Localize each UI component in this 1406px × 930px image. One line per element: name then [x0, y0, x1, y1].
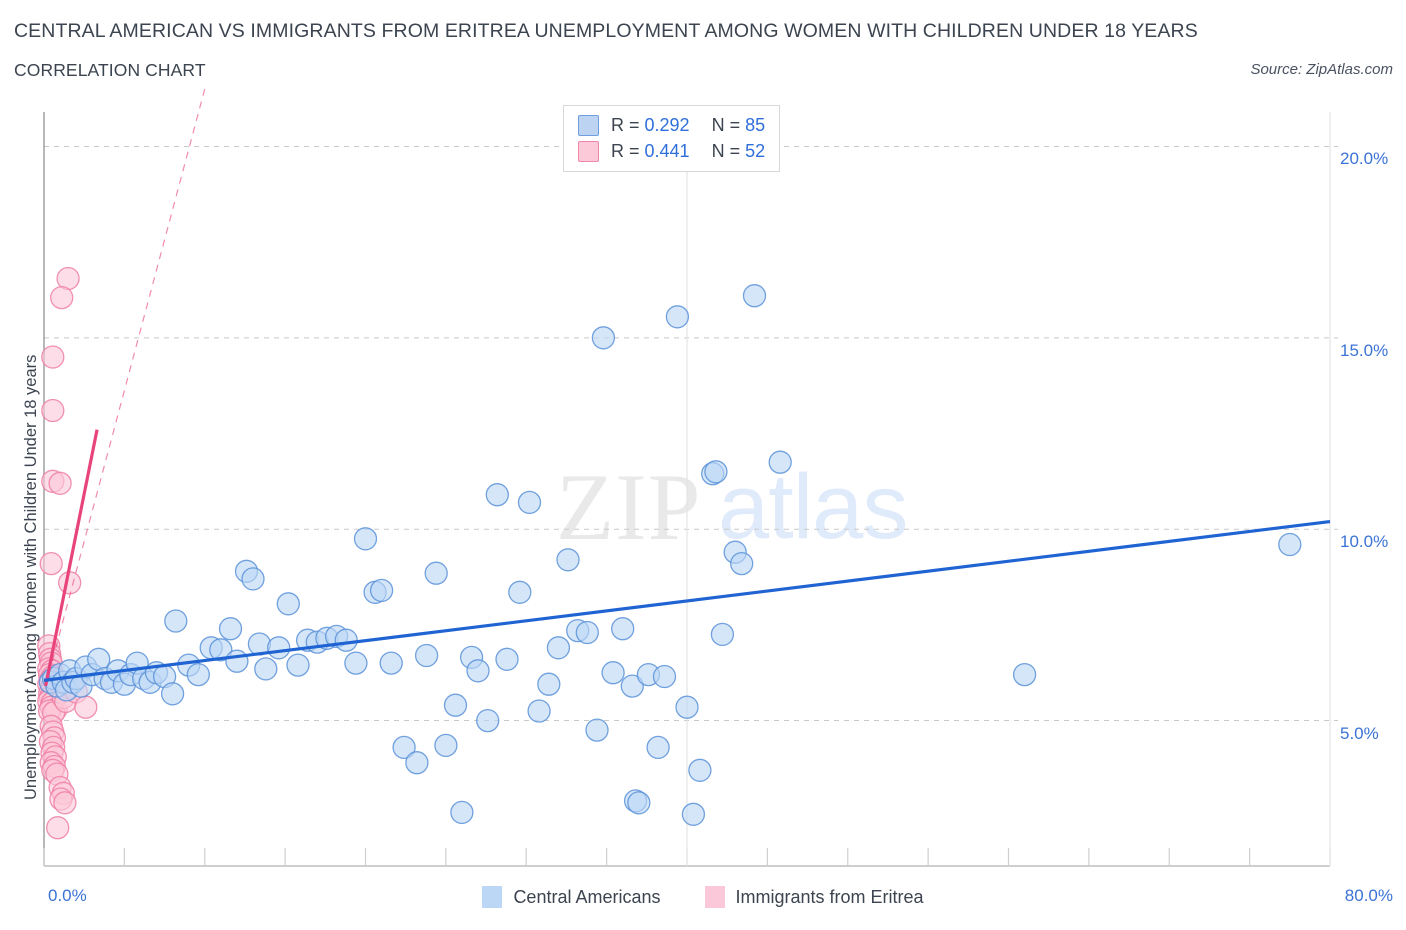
- data-point: [476, 708, 500, 733]
- data-point: [218, 617, 243, 641]
- data-point: [646, 735, 670, 760]
- data-point: [39, 551, 63, 576]
- data-point: [585, 718, 609, 742]
- data-point: [611, 617, 635, 641]
- page-subtitle: CORRELATION CHART: [14, 60, 206, 80]
- trendline-eritrea: [44, 429, 99, 687]
- legend-item-central-americans[interactable]: Central Americans: [482, 886, 661, 908]
- n-label-blue: N =: [711, 114, 741, 135]
- data-point: [254, 657, 278, 681]
- data-point: [665, 305, 690, 329]
- y-tick-label-15: 15.0%: [1340, 340, 1389, 360]
- data-point: [710, 622, 735, 647]
- data-point: [267, 636, 291, 660]
- data-point: [41, 398, 65, 423]
- y-tick-label-5: 5.0%: [1340, 723, 1379, 743]
- x-tick-label-min: 0.0%: [48, 886, 87, 905]
- y-tick-label-10: 10.0%: [1340, 532, 1389, 552]
- data-point: [160, 682, 185, 706]
- data-point: [681, 802, 706, 826]
- x-tick-label-max: 80.0%: [1344, 886, 1393, 905]
- data-point: [675, 695, 699, 719]
- stats-row-central-americans: R = 0.292 N = 85: [578, 112, 765, 138]
- r-label-blue: R =: [611, 114, 640, 135]
- data-point: [517, 490, 542, 515]
- data-point: [601, 661, 625, 685]
- data-point: [164, 609, 188, 633]
- data-point: [495, 647, 519, 671]
- data-point: [225, 649, 249, 673]
- trendline-eritrea-extension: [45, 88, 206, 687]
- data-point: [186, 662, 210, 687]
- data-point: [768, 450, 792, 474]
- data-point: [53, 791, 77, 815]
- data-point: [48, 471, 72, 495]
- data-point: [209, 638, 233, 662]
- r-value-pink: 0.441: [644, 140, 690, 161]
- series-eritrea: [37, 266, 98, 840]
- data-point: [742, 284, 767, 308]
- source-attribution: Source: ZipAtlas.com: [1250, 61, 1393, 78]
- n-value-pink: 52: [745, 140, 766, 161]
- data-point: [392, 735, 416, 760]
- data-point: [485, 483, 509, 507]
- data-point: [414, 643, 439, 668]
- data-point: [730, 551, 754, 576]
- data-point: [527, 699, 551, 723]
- r-value-blue: 0.292: [644, 114, 690, 135]
- data-point: [556, 548, 580, 572]
- data-point: [424, 561, 448, 585]
- data-point: [379, 651, 403, 675]
- n-value-blue: 85: [745, 114, 766, 135]
- data-point: [1012, 662, 1037, 687]
- data-point: [537, 672, 561, 696]
- data-point: [74, 695, 98, 719]
- data-point: [508, 580, 532, 604]
- data-point: [344, 651, 368, 675]
- data-point: [58, 571, 82, 595]
- stats-row-eritrea: R = 0.441 N = 52: [578, 138, 765, 164]
- data-point: [353, 527, 378, 551]
- legend-label-eritrea: Immigrants from Eritrea: [735, 886, 924, 907]
- data-point: [50, 285, 74, 310]
- data-point: [627, 791, 651, 815]
- series-legend: Central Americans Immigrants from Eritre…: [0, 886, 1406, 908]
- data-point: [591, 326, 616, 350]
- data-point: [466, 659, 490, 683]
- data-point: [241, 567, 265, 591]
- legend-label-central-americans: Central Americans: [513, 886, 661, 907]
- data-point: [652, 664, 677, 689]
- data-point: [286, 653, 310, 677]
- page-title: CENTRAL AMERICAN VS IMMIGRANTS FROM ERIT…: [14, 20, 1198, 42]
- data-point: [41, 345, 65, 369]
- legend-item-eritrea[interactable]: Immigrants from Eritrea: [704, 886, 924, 908]
- data-point: [688, 758, 712, 782]
- trendline-central-americans: [43, 519, 1331, 682]
- data-point: [405, 751, 429, 775]
- legend-swatch-blue-icon: [482, 886, 503, 908]
- data-point: [443, 693, 468, 717]
- data-point: [546, 636, 571, 660]
- series-central-americans: [38, 284, 1302, 826]
- data-point: [334, 628, 358, 652]
- data-point: [620, 674, 644, 698]
- data-point: [434, 733, 458, 758]
- series-swatch-pink-icon: [578, 140, 599, 162]
- data-point: [276, 592, 300, 616]
- data-point: [704, 460, 728, 484]
- series-swatch-blue-icon: [578, 114, 599, 136]
- legend-swatch-pink-icon: [704, 886, 725, 908]
- data-point: [46, 816, 70, 840]
- data-point: [1278, 532, 1302, 557]
- r-label-pink: R =: [611, 140, 640, 161]
- n-label-pink: N =: [711, 140, 741, 161]
- data-point: [369, 578, 394, 603]
- y-tick-label-20: 20.0%: [1340, 149, 1389, 169]
- data-point: [450, 800, 474, 825]
- correlation-stats-legend: R = 0.292 N = 85 R = 0.441 N = 52: [563, 105, 781, 172]
- data-point: [575, 620, 599, 645]
